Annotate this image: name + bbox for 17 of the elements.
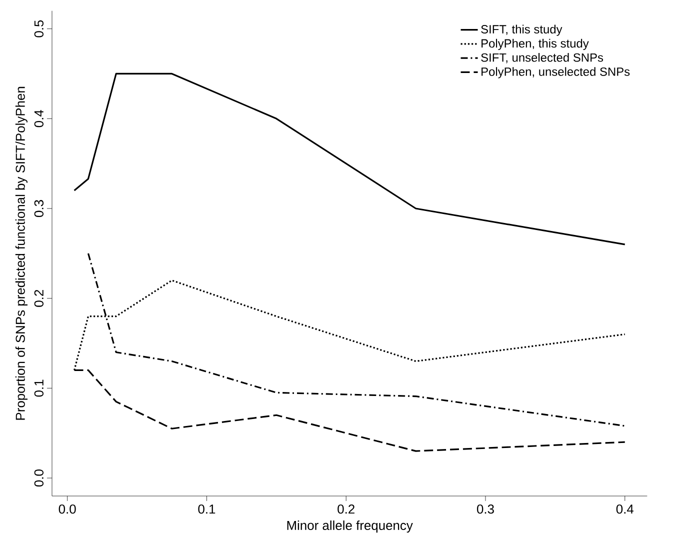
x-tick-label: 0.2 bbox=[338, 504, 354, 514]
legend-label: PolyPhen, unselected SNPs bbox=[482, 67, 630, 78]
x-tick-label: 0.4 bbox=[616, 504, 634, 514]
y-tick-label: 0.0 bbox=[34, 470, 44, 487]
y-tick-label: 0.5 bbox=[34, 20, 44, 38]
legend-label: PolyPhen, this study bbox=[482, 38, 589, 50]
x-tick-label: 0.0 bbox=[58, 504, 76, 514]
y-axis-title: Proportion of SNPs predicted functional by SIFT/PolyPhen bbox=[15, 86, 28, 420]
legend-label: SIFT, this study bbox=[481, 24, 562, 36]
y-tick-label: 0.3 bbox=[34, 200, 44, 217]
x-tick-label: 0.1 bbox=[198, 504, 216, 514]
y-tick-label: 0.1 bbox=[34, 380, 44, 397]
legend-label: SIFT, unselected SNPs bbox=[481, 53, 604, 64]
y-tick-label: 0.2 bbox=[34, 290, 44, 307]
x-axis-title: Minor allele frequency bbox=[287, 520, 413, 533]
x-tick-label: 0.3 bbox=[476, 504, 494, 514]
y-tick-label: 0.4 bbox=[34, 110, 44, 128]
